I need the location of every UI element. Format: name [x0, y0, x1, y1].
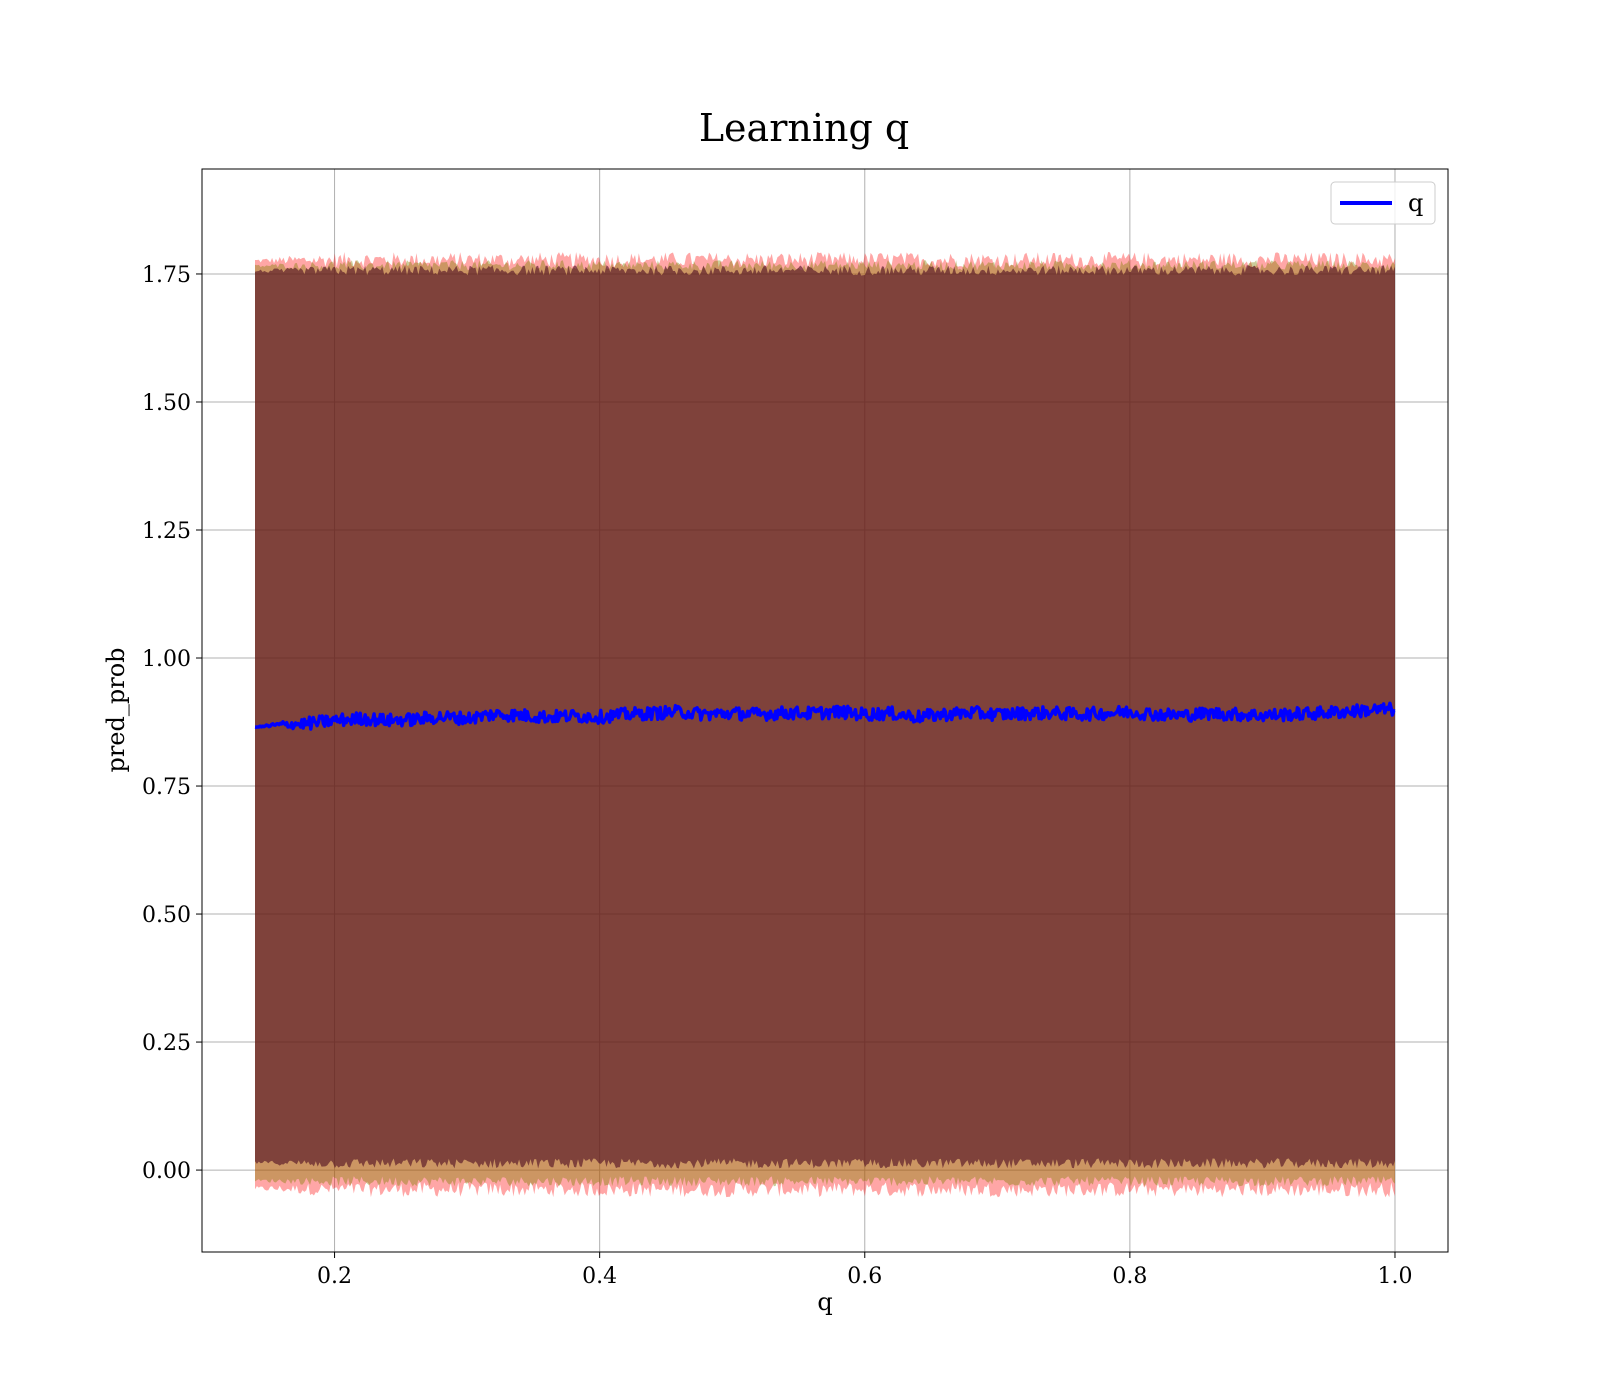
- x-tick-label: 0.6: [847, 1264, 882, 1289]
- y-tick-label: 0.50: [142, 903, 191, 928]
- legend-label-q: q: [1408, 189, 1423, 217]
- band-layer: [255, 252, 1395, 1198]
- line-layer: [254, 701, 1396, 731]
- tick-layer: 0.2 0.4 0.6 0.8 1.0 0.00 0.25 0.50 0.75 1.00 1.25 1…: [142, 263, 1412, 1289]
- y-tick-label: 1.00: [142, 647, 191, 672]
- series-line-q: [254, 701, 1396, 731]
- y-axis-label: pred_prob: [102, 647, 130, 772]
- y-tick-label: 0.25: [142, 1031, 191, 1056]
- y-tick-label: 0.00: [142, 1159, 191, 1184]
- x-tick-label: 1.0: [1377, 1264, 1412, 1289]
- y-tick-label: 1.25: [142, 519, 191, 544]
- plot-frame: [201, 168, 1449, 1253]
- x-tick-label: 0.2: [317, 1264, 352, 1289]
- y-tick-label: 1.50: [142, 391, 191, 416]
- y-tick-label: 1.75: [142, 263, 191, 288]
- legend: q: [1330, 181, 1436, 225]
- chart-title: Learning q: [699, 106, 909, 150]
- x-tick-label: 0.4: [582, 1264, 617, 1289]
- y-tick-label: 0.75: [142, 775, 191, 800]
- x-tick-label: 0.8: [1112, 1264, 1147, 1289]
- x-axis-label: q: [817, 1288, 832, 1316]
